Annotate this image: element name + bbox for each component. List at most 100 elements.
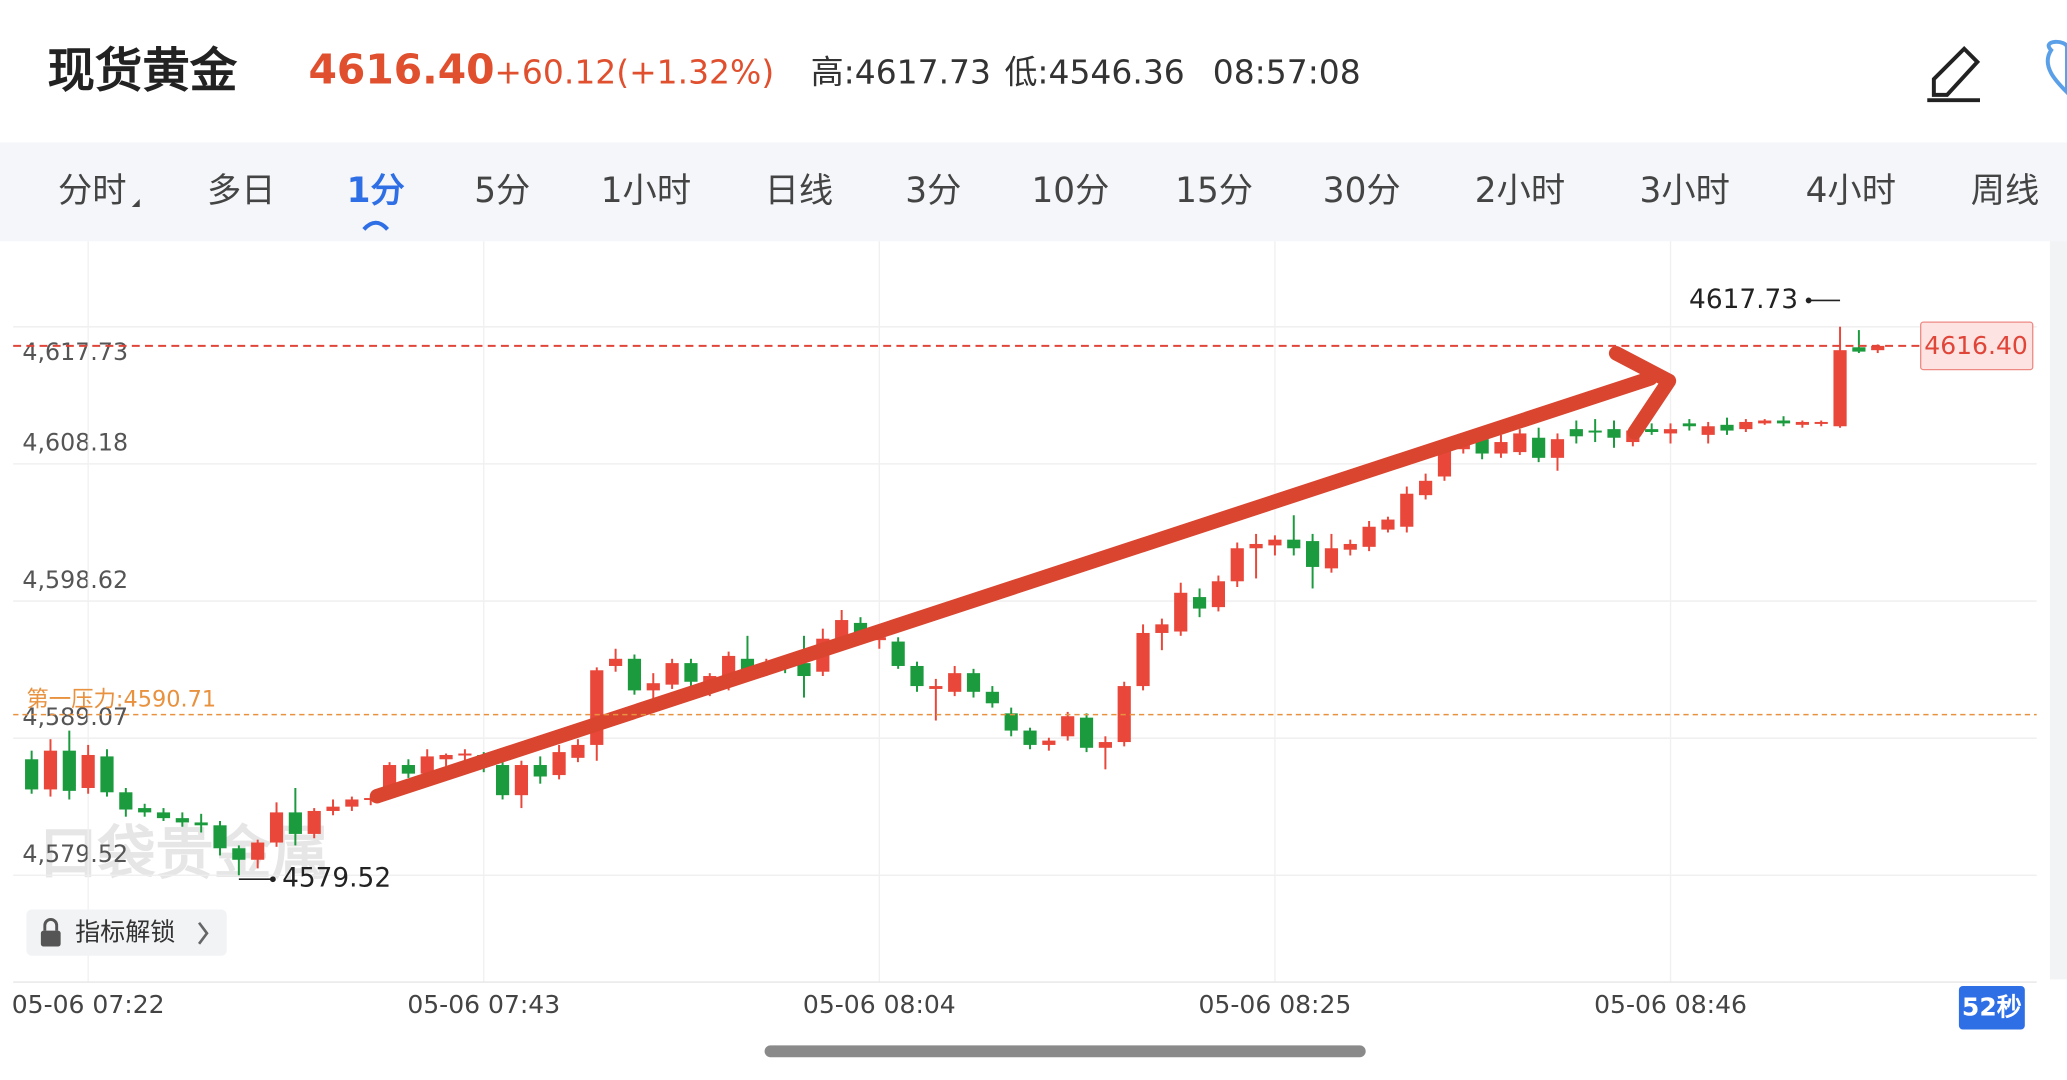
candle-body: [81, 754, 95, 788]
candle-body: [1004, 713, 1018, 731]
y-tick-label: 4,589.07: [22, 703, 128, 731]
scrollbar[interactable]: [764, 1045, 1366, 1058]
candle-body: [1211, 581, 1226, 608]
candle-body: [1494, 442, 1508, 454]
candle-body: [1400, 493, 1414, 527]
candle-body: [1023, 730, 1037, 745]
tab[interactable]: 分时: [58, 171, 127, 211]
candle-body: [1192, 597, 1207, 609]
candle-body: [1795, 421, 1809, 425]
candle-body: [1343, 543, 1357, 550]
overlay: 第一压力:4590.71 4616.40 4617.73 4579.52: [13, 285, 2037, 894]
candle-body: [985, 691, 999, 704]
candle-body: [1419, 480, 1433, 496]
candle-body: [232, 848, 246, 860]
tab[interactable]: 2小时: [1475, 171, 1565, 211]
tabs: 分时 多日 1分 5分 1小时 日线 3分 10分 15分 30分 2小时 3小时 4小时 周线: [58, 171, 2040, 231]
candle-body: [1381, 519, 1395, 530]
candle-body: [269, 812, 284, 843]
candle-body: [1814, 421, 1828, 424]
candle-body: [1437, 449, 1452, 477]
candle-body: [100, 756, 114, 793]
candle-body: [251, 842, 265, 860]
last-price: 4616.40: [308, 46, 494, 94]
candle-body: [194, 822, 208, 826]
tab[interactable]: 日线: [765, 171, 834, 211]
candle-body: [514, 765, 529, 796]
tab[interactable]: 1分: [347, 171, 405, 211]
tab-bar: [0, 142, 2067, 242]
candle-body: [420, 756, 434, 774]
candle-body: [1362, 526, 1376, 547]
favorite-icon[interactable]: [2045, 39, 2067, 96]
current-price-tag: [1920, 321, 2034, 371]
candle-body: [1701, 426, 1715, 435]
y-tick-label: 4,608.18: [22, 429, 128, 457]
countdown: 52秒: [1962, 992, 2022, 1021]
tab-indicator: [362, 220, 390, 231]
candle-body: [1136, 632, 1150, 687]
tab[interactable]: 3小时: [1640, 171, 1730, 211]
current-price-label: 4616.40: [1924, 331, 2028, 360]
tab[interactable]: 1小时: [601, 171, 691, 211]
candle-body: [1306, 541, 1320, 567]
candle-body: [1268, 539, 1282, 546]
candle-body: [1475, 439, 1489, 454]
candle-body: [590, 670, 604, 745]
tab[interactable]: 3分: [905, 171, 961, 211]
price-change: +60.12(+1.32%): [494, 52, 774, 91]
tab[interactable]: 10分: [1031, 171, 1109, 211]
indicator-label: 指标解锁: [75, 917, 175, 946]
candle-body: [1550, 439, 1565, 458]
tab[interactable]: 4小时: [1806, 171, 1896, 211]
candle-body: [1174, 592, 1188, 632]
tab[interactable]: 多日: [207, 171, 276, 211]
resistance-label: 第一压力:4590.71: [26, 687, 216, 713]
candle-body: [646, 683, 660, 691]
candle-body: [213, 825, 227, 849]
candle-body: [1758, 420, 1772, 424]
candle-body: [458, 753, 472, 756]
tab[interactable]: 周线: [1971, 171, 2040, 211]
y-tick-label: 4,617.73: [22, 338, 128, 366]
candle-body: [835, 620, 849, 639]
candle-body: [138, 808, 152, 813]
x-tick-label: 05-06 08:04: [803, 990, 956, 1019]
min-marker-dot: [269, 876, 276, 883]
candle-body: [1249, 543, 1263, 549]
candle-body: [1776, 420, 1791, 424]
candle-body: [156, 812, 171, 819]
candle-body: [62, 750, 76, 791]
candle-body: [627, 658, 642, 691]
candle-body: [1682, 423, 1696, 427]
candle-body: [175, 818, 189, 823]
candle-body: [1513, 433, 1527, 453]
candle-body: [1098, 742, 1112, 748]
header-bg: [0, 0, 2067, 143]
candle-body: [929, 686, 943, 689]
tab[interactable]: 30分: [1323, 171, 1401, 211]
quote-time: 08:57:08: [1213, 52, 1361, 91]
x-tick-label: 05-06 07:43: [407, 990, 560, 1019]
candle-body: [966, 673, 981, 692]
countdown-badge: [1958, 986, 2025, 1030]
candle-body: [948, 673, 962, 692]
x-tick-label: 05-06 07:22: [12, 990, 165, 1019]
candle-body: [1042, 740, 1056, 745]
max-marker-dot: [1805, 297, 1812, 304]
candle-body: [439, 754, 453, 760]
candle-body: [401, 765, 415, 774]
tab[interactable]: 5分: [474, 171, 530, 211]
day-high: 高:4617.73: [811, 52, 991, 91]
indicator-button[interactable]: 指标解锁: [26, 909, 227, 956]
min-marker-label: 4579.52: [282, 864, 391, 894]
candle-body: [1663, 429, 1678, 434]
candle-body: [495, 765, 510, 796]
edit-icon[interactable]: [1927, 45, 1981, 103]
tab[interactable]: 15分: [1175, 171, 1253, 211]
candle-body: [1720, 424, 1734, 431]
candle-body: [1569, 429, 1583, 437]
x-tick-label: 05-06 08:46: [1594, 990, 1747, 1019]
candle-body: [345, 799, 359, 807]
